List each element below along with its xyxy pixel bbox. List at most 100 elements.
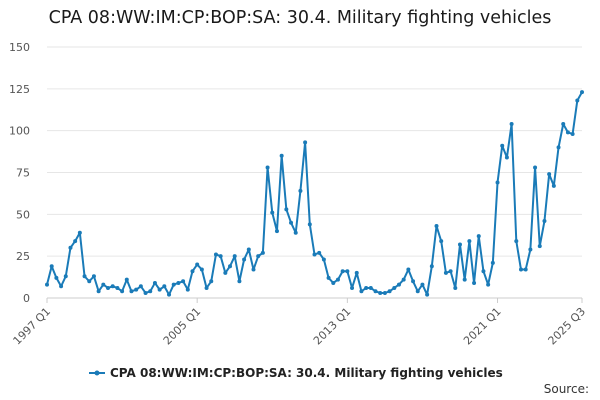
data-point[interactable] <box>561 121 566 126</box>
data-point[interactable] <box>110 284 115 289</box>
data-point[interactable] <box>312 252 317 257</box>
data-point[interactable] <box>45 282 49 287</box>
data-point[interactable] <box>476 234 481 239</box>
data-point[interactable] <box>425 292 430 297</box>
data-point[interactable] <box>472 280 477 285</box>
data-point[interactable] <box>331 280 336 285</box>
data-point[interactable] <box>274 229 279 234</box>
data-point[interactable] <box>185 287 190 292</box>
data-point[interactable] <box>54 275 59 280</box>
data-point[interactable] <box>457 242 462 247</box>
data-point[interactable] <box>368 285 373 290</box>
data-point[interactable] <box>443 270 448 275</box>
data-point[interactable] <box>293 230 298 235</box>
data-point[interactable] <box>232 254 237 259</box>
data-point[interactable] <box>570 132 575 137</box>
data-point[interactable] <box>523 267 528 272</box>
data-point[interactable] <box>152 280 157 285</box>
data-point[interactable] <box>279 153 284 158</box>
data-point[interactable] <box>251 267 256 272</box>
data-point[interactable] <box>345 269 350 274</box>
data-point[interactable] <box>434 224 439 229</box>
data-point[interactable] <box>96 289 101 294</box>
data-point[interactable] <box>396 282 401 287</box>
data-point[interactable] <box>129 289 134 294</box>
data-point[interactable] <box>406 267 411 272</box>
data-point[interactable] <box>68 245 73 250</box>
data-point[interactable] <box>124 277 129 282</box>
data-point[interactable] <box>209 279 214 284</box>
data-point[interactable] <box>73 239 78 244</box>
data-point[interactable] <box>204 285 209 290</box>
data-point[interactable] <box>537 244 542 249</box>
data-point[interactable] <box>138 284 143 289</box>
data-point[interactable] <box>157 287 162 292</box>
data-point[interactable] <box>326 275 331 280</box>
data-point[interactable] <box>303 140 308 145</box>
data-point[interactable] <box>429 264 434 269</box>
data-point[interactable] <box>504 155 509 160</box>
data-point[interactable] <box>298 188 303 193</box>
data-point[interactable] <box>143 290 148 295</box>
data-point[interactable] <box>176 280 181 285</box>
data-point[interactable] <box>387 289 392 294</box>
data-point[interactable] <box>82 274 87 279</box>
data-point[interactable] <box>270 210 275 215</box>
data-point[interactable] <box>359 289 364 294</box>
data-point[interactable] <box>467 239 472 244</box>
data-point[interactable] <box>509 121 514 126</box>
data-point[interactable] <box>373 289 378 294</box>
data-point[interactable] <box>195 262 200 267</box>
data-point[interactable] <box>415 289 420 294</box>
data-point[interactable] <box>265 165 270 170</box>
data-point[interactable] <box>260 250 265 255</box>
data-point[interactable] <box>542 219 547 224</box>
data-point[interactable] <box>120 289 125 294</box>
data-point[interactable] <box>167 292 172 297</box>
data-point[interactable] <box>87 279 92 284</box>
data-point[interactable] <box>340 269 345 274</box>
data-point[interactable] <box>382 290 387 295</box>
data-point[interactable] <box>420 282 425 287</box>
data-point[interactable] <box>91 274 96 279</box>
data-point[interactable] <box>134 287 139 292</box>
data-point[interactable] <box>49 264 54 269</box>
data-point[interactable] <box>317 250 322 255</box>
data-point[interactable] <box>77 230 82 235</box>
data-point[interactable] <box>223 270 228 275</box>
data-point[interactable] <box>354 270 359 275</box>
data-point[interactable] <box>547 172 552 177</box>
data-point[interactable] <box>533 165 538 170</box>
data-point[interactable] <box>575 98 580 103</box>
data-point[interactable] <box>181 279 186 284</box>
data-point[interactable] <box>448 269 453 274</box>
data-point[interactable] <box>518 267 523 272</box>
data-point[interactable] <box>495 180 500 185</box>
data-point[interactable] <box>148 289 153 294</box>
data-point[interactable] <box>106 285 111 290</box>
data-point[interactable] <box>171 282 176 287</box>
data-point[interactable] <box>63 274 68 279</box>
legend[interactable]: CPA 08:WW:IM:CP:BOP:SA: 30.4. Military f… <box>89 366 503 380</box>
data-point[interactable] <box>307 222 312 227</box>
data-point[interactable] <box>284 207 289 212</box>
data-point[interactable] <box>439 239 444 244</box>
data-point[interactable] <box>256 254 261 259</box>
data-point[interactable] <box>453 285 458 290</box>
data-point[interactable] <box>246 247 251 252</box>
data-point[interactable] <box>378 290 383 295</box>
data-point[interactable] <box>500 143 505 148</box>
data-point[interactable] <box>392 285 397 290</box>
data-point[interactable] <box>514 239 519 244</box>
data-point[interactable] <box>556 145 561 150</box>
data-point[interactable] <box>580 90 584 95</box>
data-point[interactable] <box>218 254 223 259</box>
data-point[interactable] <box>462 277 467 282</box>
data-point[interactable] <box>289 220 294 225</box>
data-point[interactable] <box>237 279 242 284</box>
data-point[interactable] <box>199 267 204 272</box>
data-point[interactable] <box>486 282 491 287</box>
data-point[interactable] <box>213 252 218 257</box>
data-point[interactable] <box>364 285 369 290</box>
data-point[interactable] <box>242 257 247 262</box>
